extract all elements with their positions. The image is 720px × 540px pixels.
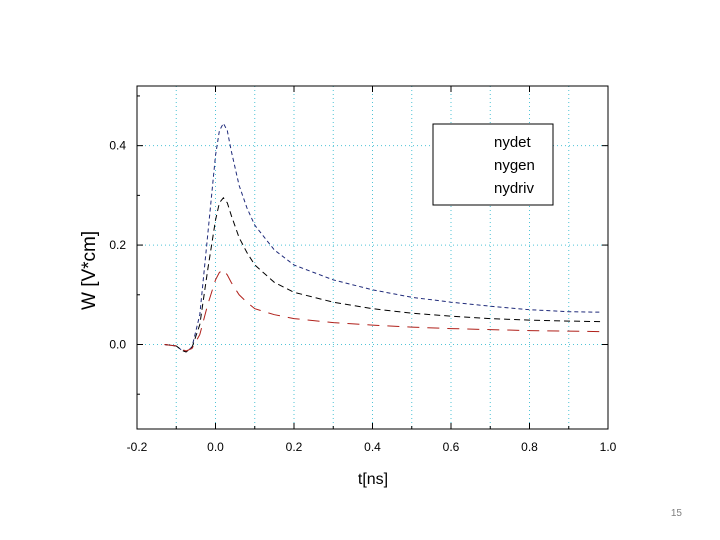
y-axis-title: W [V*cm] bbox=[79, 231, 100, 310]
legend: nydet nygen nydriv bbox=[432, 123, 554, 206]
legend-item-nydriv: nydriv bbox=[494, 180, 535, 197]
y-tick-label: 0.0 bbox=[109, 337, 126, 351]
y-tick-label: 0.4 bbox=[109, 139, 126, 153]
legend-item-nygen: nygen bbox=[494, 157, 535, 174]
x-tick-label: 0.6 bbox=[443, 440, 460, 454]
x-tick-label: 0.2 bbox=[286, 440, 303, 454]
series-line-nydriv bbox=[164, 269, 601, 352]
x-axis-title: t[ns] bbox=[358, 471, 388, 488]
series-lines bbox=[164, 122, 601, 353]
y-axis-title-text: W [V*cm] bbox=[79, 231, 100, 310]
legend-item-nydet: nydet bbox=[494, 134, 532, 151]
x-tick-label: 0.8 bbox=[521, 440, 538, 454]
x-tick-label: 0.0 bbox=[207, 440, 224, 454]
x-tick-label: 1.0 bbox=[600, 440, 617, 454]
x-tick-label: -0.2 bbox=[127, 440, 148, 454]
series-line-nygen bbox=[164, 196, 601, 353]
axis-ticks bbox=[136, 86, 609, 429]
legend-box bbox=[432, 123, 554, 206]
y-tick-label: 0.2 bbox=[109, 238, 126, 252]
x-tick-label: 0.4 bbox=[364, 440, 381, 454]
slide-page-number: 15 bbox=[670, 508, 682, 519]
tick-labels: -0.2 0.0 0.2 0.4 0.6 0.8 1.0 0.0 0.2 0.4 bbox=[109, 139, 616, 454]
